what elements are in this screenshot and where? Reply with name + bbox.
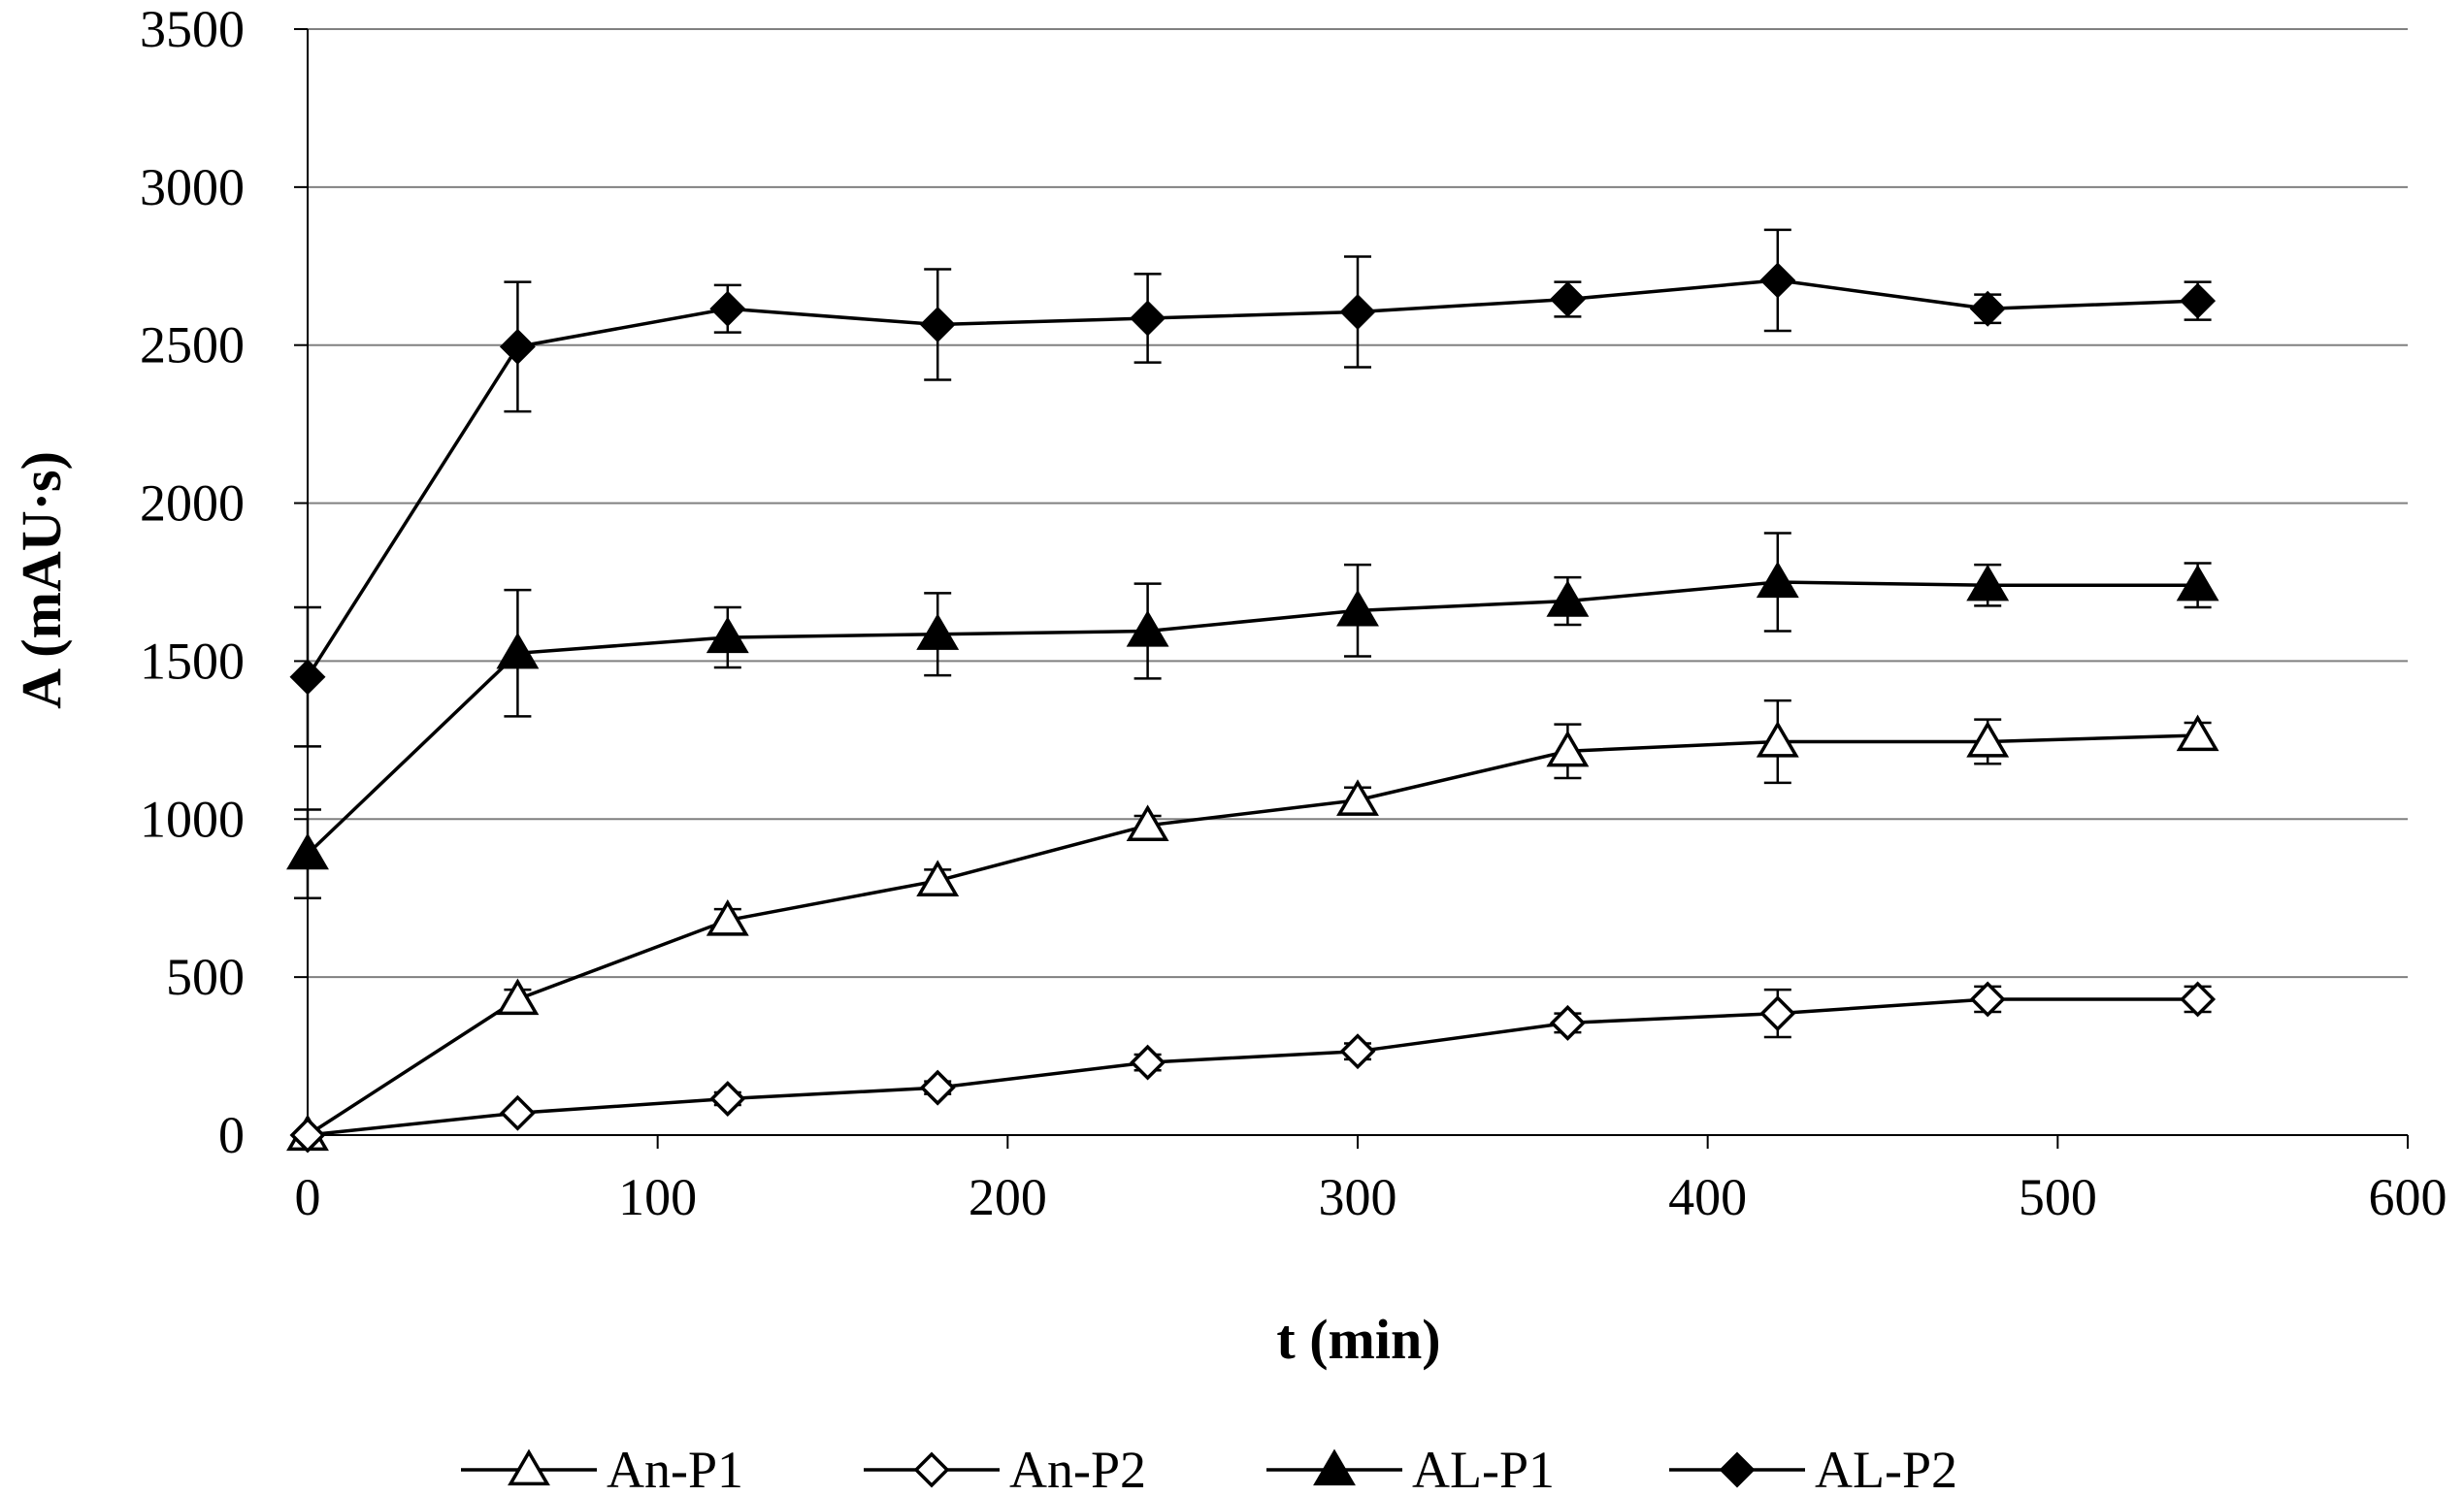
marker-an-p2-3 [919,1069,956,1106]
marker-al-p2-8 [1969,290,2006,327]
legend-marker-an-p1 [508,1448,550,1486]
x-tick-label-1: 100 [618,1168,697,1226]
x-tick-label-2: 200 [969,1168,1047,1226]
legend-item-al-p2: AL-P2 [1669,1441,1957,1496]
marker-an-p1-9 [2176,714,2219,752]
marker-an-p1-8 [1966,721,2010,758]
y-tick-label-0: 0 [218,1106,245,1164]
marker-al-p1-2 [706,616,749,654]
legend-marker-al-p1 [1313,1448,1356,1486]
marker-al-p2-2 [709,290,746,327]
y-tick-label-1: 500 [166,948,245,1006]
legend-label-an-p2: An-P2 [1009,1441,1146,1496]
marker-an-p2-8 [1969,981,2006,1018]
marker-an-p1-5 [1336,779,1379,816]
x-tick-label-4: 400 [1668,1168,1747,1226]
series-an-p1 [286,699,2219,1152]
legend-label-al-p1: AL-P1 [1412,1441,1555,1496]
y-tick-label-7: 3500 [140,0,245,58]
axes [294,28,2409,1149]
marker-al-p1-9 [2176,564,2219,602]
series-al-p2 [289,228,2217,748]
marker-an-p2-9 [2180,981,2217,1018]
marker-al-p1-4 [1126,610,1169,647]
marker-an-p2-6 [1549,1004,1586,1041]
legend-marker-al-p2 [1719,1451,1756,1488]
marker-al-p1-7 [1756,561,1799,599]
series-al-p1 [286,532,2219,899]
marker-an-p1-1 [496,978,540,1016]
marker-an-p2-7 [1759,995,1796,1032]
marker-an-p1-6 [1546,730,1590,767]
marker-al-p2-4 [1130,300,1166,337]
series-line-an-p2 [307,997,2198,1137]
y-axis-title: A (mAU·s) [10,451,73,709]
legend-marker-an-p2 [913,1451,950,1488]
x-tick-label-3: 300 [1319,1168,1397,1226]
legend-item-al-p1: AL-P1 [1266,1441,1555,1496]
series-line-an-p1 [307,733,2198,1137]
tick-labels: 0 500 1000 1500 2000 2500 3000 3500 0 100 200 300 40… [140,0,2448,1226]
x-tick-label-0: 0 [295,1168,321,1226]
series-line-al-p1 [306,580,2198,856]
x-tick-label-5: 500 [2019,1168,2097,1226]
legend-item-an-p1: An-P1 [461,1441,743,1496]
legend-label-al-p2: AL-P2 [1815,1441,1957,1496]
y-tick-label-3: 1500 [140,632,245,690]
marker-an-p1-3 [916,860,960,896]
marker-an-p2-2 [709,1081,746,1118]
y-tick-label-2: 1000 [140,790,245,848]
legend: An-P1 An-P2 AL-P1 AL-P2 [461,1441,1957,1496]
y-tick-label-4: 2000 [140,474,245,533]
marker-an-p2-5 [1339,1033,1376,1070]
marker-an-p1-2 [706,899,749,936]
marker-al-p1-3 [916,613,960,650]
marker-al-p1-8 [1966,564,2010,602]
marker-al-p2-5 [1339,294,1376,330]
marker-al-p2-3 [919,307,956,343]
marker-al-p1-1 [496,632,540,669]
marker-al-p1-0 [286,832,329,870]
marker-al-p2-6 [1549,281,1586,317]
marker-al-p1-5 [1336,589,1379,627]
marker-al-p2-9 [2180,282,2217,319]
marker-an-p2-1 [499,1094,536,1131]
marker-al-p2-1 [499,328,536,365]
legend-item-an-p2: An-P2 [864,1441,1146,1496]
legend-label-an-p1: An-P1 [607,1441,743,1496]
marker-an-p1-7 [1756,721,1799,758]
series-line-al-p2 [306,278,2198,678]
marker-an-p1-4 [1126,804,1169,841]
marker-an-p2-4 [1130,1044,1166,1081]
marker-al-p1-6 [1546,580,1590,617]
marker-an-p2-0 [289,1117,326,1154]
x-axis-title: t (min) [1276,1308,1440,1371]
x-tick-label-6: 600 [2369,1168,2448,1226]
y-tick-label-5: 2500 [140,316,245,374]
y-tick-label-6: 3000 [140,158,245,216]
marker-al-p2-7 [1759,262,1796,299]
marker-al-p2-0 [289,659,326,696]
series-layer [286,228,2219,1154]
series-an-p2 [289,981,2217,1154]
